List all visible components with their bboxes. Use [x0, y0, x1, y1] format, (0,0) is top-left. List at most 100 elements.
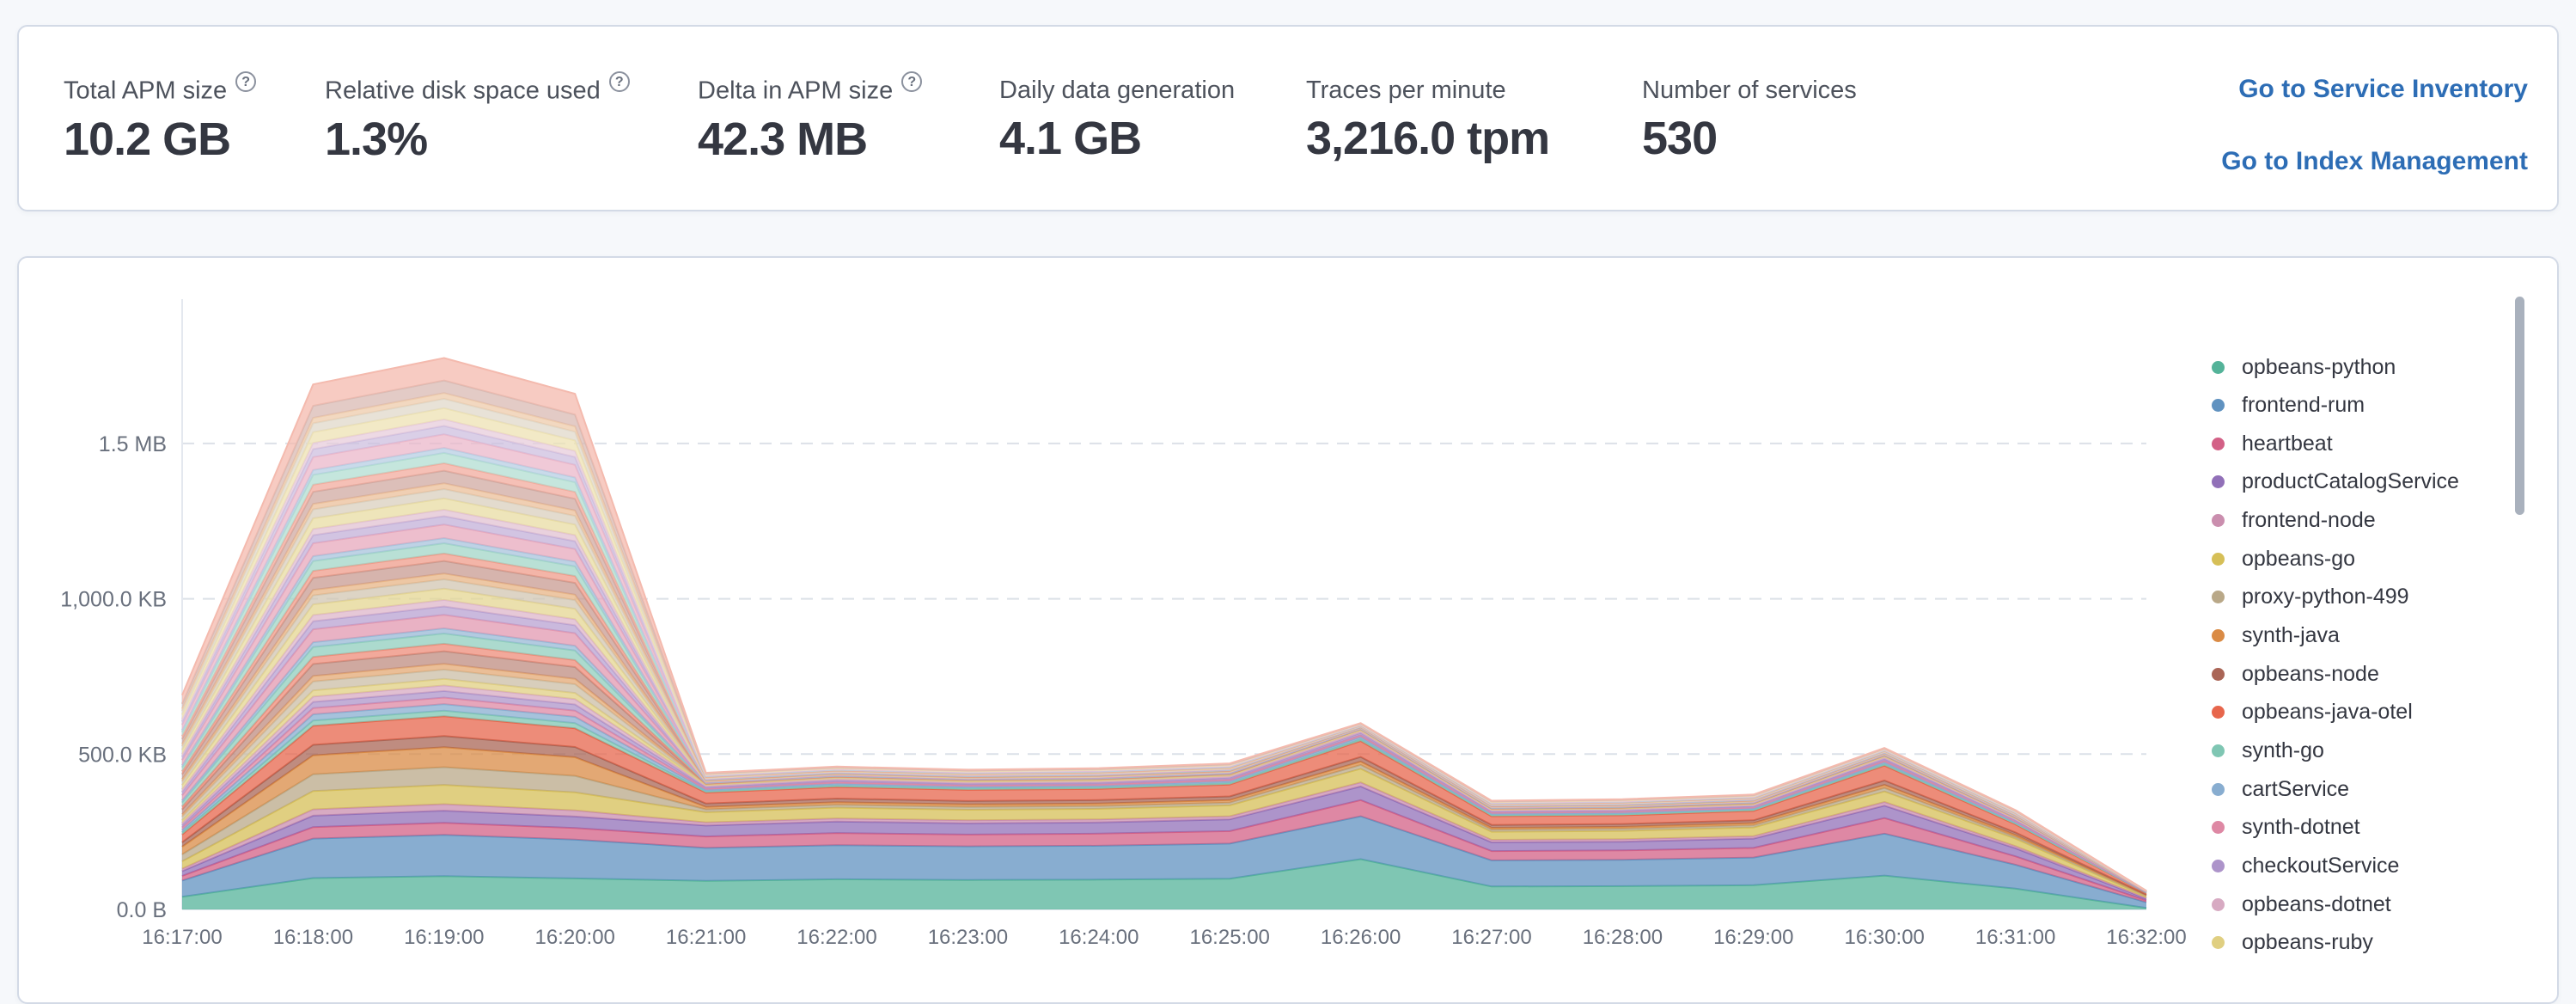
- legend-series-dot: [2212, 552, 2225, 566]
- legend-series-dot: [2212, 475, 2225, 489]
- stat-label: Relative disk space used?: [325, 71, 630, 107]
- legend-series-label: synth-java: [2242, 623, 2340, 648]
- legend-series-dot: [2212, 591, 2225, 604]
- legend-series-label: opbeans-go: [2242, 546, 2356, 571]
- stat-value: 530: [1642, 113, 1718, 164]
- stat-label: Daily data generation: [999, 75, 1235, 106]
- stat-label: Number of services: [1642, 75, 1857, 106]
- stat-label-text: Traces per minute: [1306, 77, 1506, 104]
- stat-label-text: Total APM size: [64, 77, 228, 105]
- area-band: [182, 716, 2146, 895]
- stacked-area-chart: 0.0 B 500.0 KB 1,000.0 KB 1.5 MB 16:17:00 16:…: [60, 299, 2187, 949]
- stat-value: 10.2 GB: [64, 113, 231, 165]
- stat-value: 3,216.0 tpm: [1306, 113, 1550, 164]
- legend-item[interactable]: opbeans-ruby: [2200, 924, 2373, 962]
- legend-item[interactable]: frontend-rum: [2200, 387, 2365, 425]
- legend-series-label: synth-go: [2242, 738, 2324, 762]
- legend-item[interactable]: synth-java: [2200, 617, 2340, 655]
- area-band: [182, 786, 2146, 901]
- legend-series-dot: [2212, 399, 2225, 413]
- stat-label: Traces per minute: [1306, 75, 1549, 106]
- legend-item[interactable]: synth-dotnet: [2200, 809, 2360, 847]
- legend-item[interactable]: opbeans-java-otel: [2200, 694, 2413, 732]
- x-axis-tick-label: 16:21:00: [666, 926, 746, 949]
- legend-series-label: cartService: [2242, 776, 2350, 801]
- x-axis-tick-label: 16:22:00: [797, 926, 876, 949]
- stat-relative-disk-space-used: Relative disk space used? 1.3%: [325, 71, 630, 167]
- stat-label-text: Daily data generation: [999, 77, 1236, 104]
- x-axis-tick-label: 16:25:00: [1189, 926, 1269, 949]
- legend-series-dot: [2212, 629, 2225, 643]
- stat-label: Total APM size?: [64, 71, 257, 107]
- x-axis-tick-label: 16:30:00: [1844, 926, 1924, 949]
- legend-series-dot: [2212, 667, 2225, 681]
- area-band: [182, 747, 2146, 897]
- legend-item[interactable]: frontend-node: [2200, 502, 2376, 540]
- legend-series-dot: [2212, 706, 2225, 719]
- x-axis-tick-label: 16:19:00: [404, 926, 484, 949]
- legend-series-dot: [2212, 859, 2225, 872]
- x-axis-tick-label: 16:29:00: [1713, 926, 1793, 949]
- x-axis-tick-label: 16:28:00: [1583, 926, 1663, 949]
- stat-label-text: Relative disk space used: [325, 77, 601, 105]
- area-band: [182, 816, 2146, 909]
- x-axis-tick-label: 16:32:00: [2106, 926, 2186, 949]
- go-to-index-management-link[interactable]: Go to Index Management: [2221, 147, 2528, 175]
- x-axis-tick-label: 16:24:00: [1059, 926, 1138, 949]
- stat-value: 42.3 MB: [698, 113, 868, 165]
- legend-series-dot: [2212, 897, 2225, 911]
- y-axis-tick-label: 1,000.0 KB: [60, 588, 167, 612]
- area-band: [182, 799, 2146, 903]
- stat-delta-in-apm-size: Delta in APM size? 42.3 MB: [698, 71, 923, 167]
- x-axis-tick-label: 16:31:00: [1975, 926, 2055, 949]
- legend-series-label: opbeans-java-otel: [2242, 700, 2413, 725]
- legend-series-label: opbeans-node: [2242, 661, 2379, 686]
- legend-item[interactable]: opbeans-python: [2200, 348, 2396, 386]
- stat-value: 1.3%: [325, 113, 428, 165]
- legend-item[interactable]: opbeans-dotnet: [2200, 885, 2391, 923]
- legend-item[interactable]: checkoutService: [2200, 847, 2399, 885]
- legend-series-label: frontend-node: [2242, 508, 2376, 533]
- stat-label: Delta in APM size?: [698, 71, 923, 107]
- stat-total-apm-size: Total APM size? 10.2 GB: [64, 71, 257, 167]
- go-to-service-inventory-link[interactable]: Go to Service Inventory: [2238, 75, 2528, 103]
- stat-number-of-services: Number of services 530: [1642, 75, 1857, 166]
- help-icon[interactable]: ?: [235, 71, 257, 92]
- legend-series-label: proxy-python-499: [2242, 585, 2409, 609]
- legend-series-dot: [2212, 514, 2225, 528]
- legend-series-dot: [2212, 744, 2225, 757]
- legend-series-label: heartbeat: [2242, 431, 2333, 456]
- area-band: [182, 764, 2146, 897]
- legend-item[interactable]: opbeans-go: [2200, 540, 2355, 578]
- legend-series-label: opbeans-ruby: [2242, 930, 2373, 955]
- legend-item[interactable]: opbeans-node: [2200, 655, 2379, 693]
- stat-daily-data-generation: Daily data generation 4.1 GB: [999, 75, 1235, 166]
- x-axis-tick-label: 16:26:00: [1321, 926, 1401, 949]
- legend-item[interactable]: synth-go: [2200, 732, 2324, 770]
- legend-series-dot: [2212, 437, 2225, 450]
- legend-series-label: opbeans-dotnet: [2242, 891, 2391, 916]
- stat-value: 4.1 GB: [999, 113, 1142, 164]
- area-band: [182, 768, 2146, 898]
- stat-traces-per-minute: Traces per minute 3,216.0 tpm: [1306, 75, 1550, 166]
- legend-series-label: checkoutService: [2242, 853, 2400, 878]
- legend-item[interactable]: productCatalogService: [2200, 463, 2459, 501]
- help-icon[interactable]: ?: [901, 71, 923, 92]
- legend-series-dot: [2212, 936, 2225, 950]
- storage-timeseries-panel: 0.0 B 500.0 KB 1,000.0 KB 1.5 MB 16:17:00 16:…: [17, 256, 2559, 1004]
- legend-item[interactable]: proxy-python-499: [2200, 579, 2409, 616]
- x-axis-tick-label: 16:17:00: [142, 926, 222, 949]
- legend-series-dot: [2212, 821, 2225, 835]
- legend-series-dot: [2212, 782, 2225, 796]
- legend-item[interactable]: heartbeat: [2200, 425, 2333, 462]
- stat-label-text: Number of services: [1642, 77, 1857, 104]
- x-axis-tick-label: 16:23:00: [928, 926, 1008, 949]
- legend-scrollbar-thumb[interactable]: [2515, 297, 2524, 515]
- x-axis-tick-label: 16:20:00: [534, 926, 614, 949]
- help-icon[interactable]: ?: [608, 71, 630, 92]
- legend-series-dot: [2212, 360, 2225, 374]
- legend-series-label: productCatalogService: [2242, 469, 2459, 494]
- area-band: [182, 859, 2146, 909]
- x-axis-tick-label: 16:18:00: [273, 926, 353, 949]
- legend-item[interactable]: cartService: [2200, 770, 2349, 808]
